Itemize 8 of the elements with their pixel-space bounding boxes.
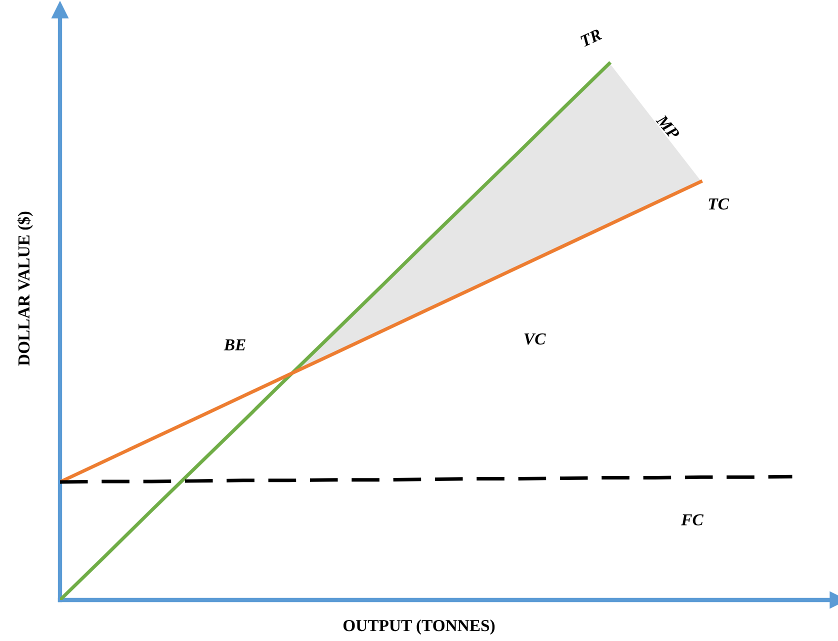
y-axis-title: DOLLAR VALUE ($) [17, 212, 33, 366]
text: FC [681, 514, 704, 526]
annotation: VC [524, 333, 546, 345]
annotation: MP [656, 114, 680, 140]
annotation: BE [224, 339, 246, 350]
series-label: TC [708, 198, 730, 210]
x-axis-title: OUTPUT (TONNES) [343, 619, 495, 635]
text: TR [580, 28, 602, 47]
